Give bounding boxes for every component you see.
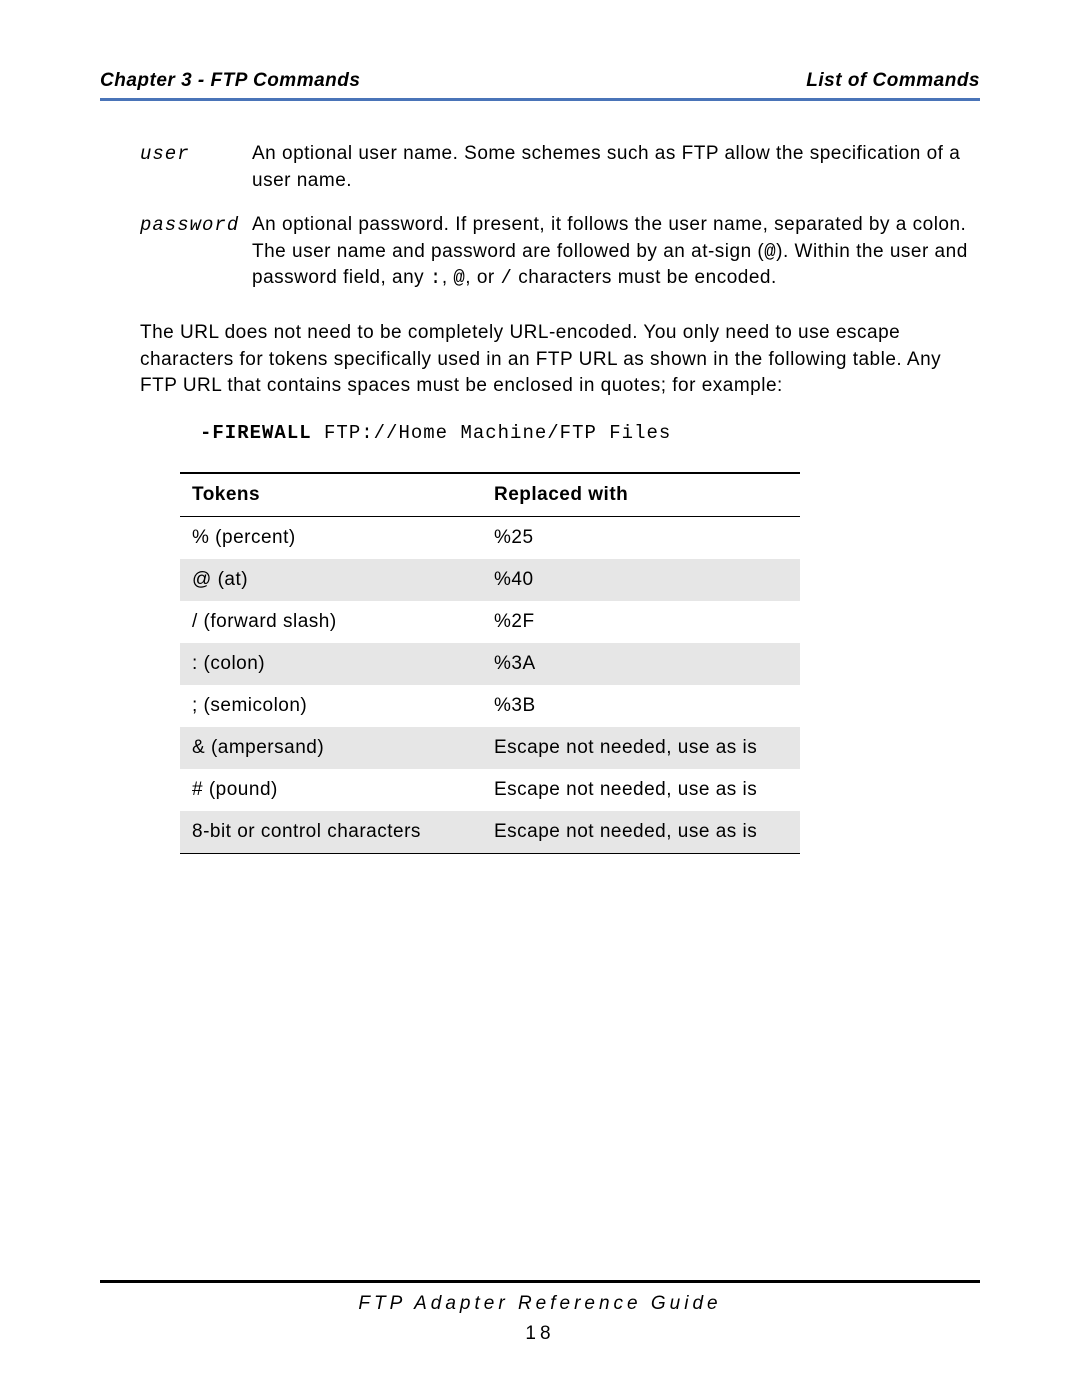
code-rest: FTP://Home Machine/FTP Files (312, 422, 672, 444)
table-cell: : (colon) (180, 643, 482, 685)
table-cell: @ (at) (180, 559, 482, 601)
table-header-cell: Tokens (180, 473, 482, 517)
definition-term: password (140, 212, 252, 236)
table-cell: %3A (482, 643, 800, 685)
table-header-row: Tokens Replaced with (180, 473, 800, 517)
table-cell: ; (semicolon) (180, 685, 482, 727)
header-left: Chapter 3 - FTP Commands (100, 70, 360, 92)
code-example: -FIREWALL FTP://Home Machine/FTP Files (200, 422, 980, 444)
table-row: # (pound)Escape not needed, use as is (180, 769, 800, 811)
table-cell: %40 (482, 559, 800, 601)
table-header-cell: Replaced with (482, 473, 800, 517)
document-page: Chapter 3 - FTP Commands List of Command… (0, 0, 1080, 1397)
table-cell: Escape not needed, use as is (482, 769, 800, 811)
table-row: @ (at)%40 (180, 559, 800, 601)
table-cell: / (forward slash) (180, 601, 482, 643)
table-row: : (colon)%3A (180, 643, 800, 685)
footer-page-number: 18 (100, 1323, 980, 1345)
table-row: & (ampersand)Escape not needed, use as i… (180, 727, 800, 769)
page-header: Chapter 3 - FTP Commands List of Command… (100, 70, 980, 96)
table-cell: %2F (482, 601, 800, 643)
table-cell: 8-bit or control characters (180, 811, 482, 854)
footer-title: FTP Adapter Reference Guide (100, 1293, 980, 1315)
definition-row: password An optional password. If presen… (140, 212, 980, 292)
header-rule (100, 98, 980, 101)
header-right: List of Commands (806, 70, 980, 92)
table-cell: # (pound) (180, 769, 482, 811)
table-row: 8-bit or control charactersEscape not ne… (180, 811, 800, 854)
table-row: ; (semicolon)%3B (180, 685, 800, 727)
definition-description: An optional password. If present, it fol… (252, 212, 980, 292)
table-cell: Escape not needed, use as is (482, 811, 800, 854)
body-paragraph: The URL does not need to be completely U… (140, 320, 980, 400)
table-cell: %25 (482, 516, 800, 559)
page-footer: FTP Adapter Reference Guide 18 (100, 1280, 980, 1345)
table-cell: % (percent) (180, 516, 482, 559)
footer-rule (100, 1280, 980, 1283)
table-cell: %3B (482, 685, 800, 727)
definition-description: An optional user name. Some schemes such… (252, 141, 980, 194)
table-row: / (forward slash)%2F (180, 601, 800, 643)
table-row: % (percent)%25 (180, 516, 800, 559)
definition-list: user An optional user name. Some schemes… (140, 141, 980, 292)
table-body: % (percent)%25@ (at)%40/ (forward slash)… (180, 516, 800, 853)
definition-row: user An optional user name. Some schemes… (140, 141, 980, 194)
table-cell: Escape not needed, use as is (482, 727, 800, 769)
tokens-table: Tokens Replaced with % (percent)%25@ (at… (180, 472, 800, 854)
code-keyword: -FIREWALL (200, 422, 312, 444)
table-cell: & (ampersand) (180, 727, 482, 769)
definition-term: user (140, 141, 252, 165)
